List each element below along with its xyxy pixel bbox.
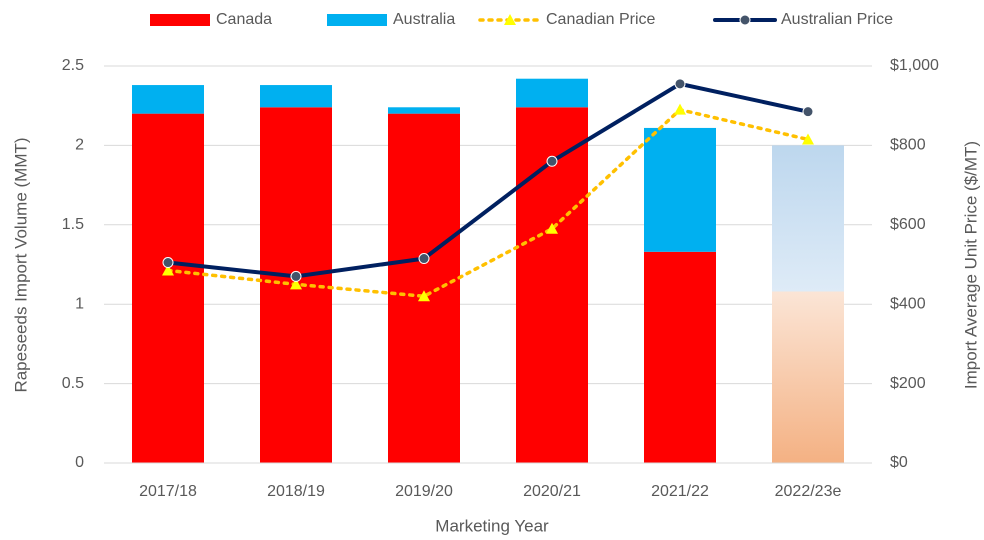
y2-tick-label: $0 xyxy=(890,454,908,471)
bar xyxy=(772,145,844,292)
line xyxy=(166,107,810,299)
x-tick-label: 2022/23e xyxy=(775,483,842,500)
legend-swatch xyxy=(327,14,387,26)
marker xyxy=(162,257,174,269)
y2-tick-label: $400 xyxy=(890,295,926,312)
bar xyxy=(388,107,460,114)
marker xyxy=(674,103,686,115)
marker xyxy=(418,253,430,265)
bar xyxy=(132,113,204,463)
y-tick-label: 0 xyxy=(75,454,84,471)
x-tick-label: 2020/21 xyxy=(523,483,581,500)
marker xyxy=(290,270,302,282)
bar xyxy=(260,85,332,108)
bar xyxy=(516,78,588,108)
y2-axis-title: Import Average Unit Price ($/MT) xyxy=(961,141,980,389)
y-tick-label: 1.5 xyxy=(62,216,84,233)
y2-tick-label: $600 xyxy=(890,216,926,233)
marker xyxy=(418,290,430,302)
bar xyxy=(772,291,844,463)
marker xyxy=(802,106,814,118)
y2-tick-label: $800 xyxy=(890,137,926,154)
x-tick-label: 2019/20 xyxy=(395,483,453,500)
x-tick-label: 2018/19 xyxy=(267,483,325,500)
marker xyxy=(674,78,686,90)
bar xyxy=(644,127,716,252)
y-tick-label: 0.5 xyxy=(62,375,84,392)
bar xyxy=(132,85,204,114)
legend-marker xyxy=(739,14,751,26)
legend-label: Australia xyxy=(393,11,455,28)
x-axis-title: Marketing Year xyxy=(435,516,549,535)
marker xyxy=(290,278,302,290)
y-axis-title: Rapeseeds Import Volume (MMT) xyxy=(11,137,30,392)
y-tick-label: 2 xyxy=(75,137,84,154)
marker xyxy=(802,133,814,145)
legend-label: Canada xyxy=(216,11,272,28)
marker xyxy=(162,264,174,276)
y2-tick-label: $200 xyxy=(890,375,926,392)
legend-marker xyxy=(504,14,516,25)
line xyxy=(166,81,810,279)
legend-swatch xyxy=(150,14,210,26)
x-tick-label: 2021/22 xyxy=(651,483,709,500)
bar xyxy=(644,251,716,463)
y2-tick-label: $1,000 xyxy=(890,57,939,74)
x-tick-label: 2017/18 xyxy=(139,483,197,500)
legend-label: Australian Price xyxy=(781,11,893,28)
legend-label: Canadian Price xyxy=(546,11,656,28)
marker xyxy=(546,155,558,167)
y-tick-label: 2.5 xyxy=(62,57,84,74)
y-tick-label: 1 xyxy=(75,295,84,312)
bar xyxy=(388,113,460,463)
marker xyxy=(546,222,558,234)
